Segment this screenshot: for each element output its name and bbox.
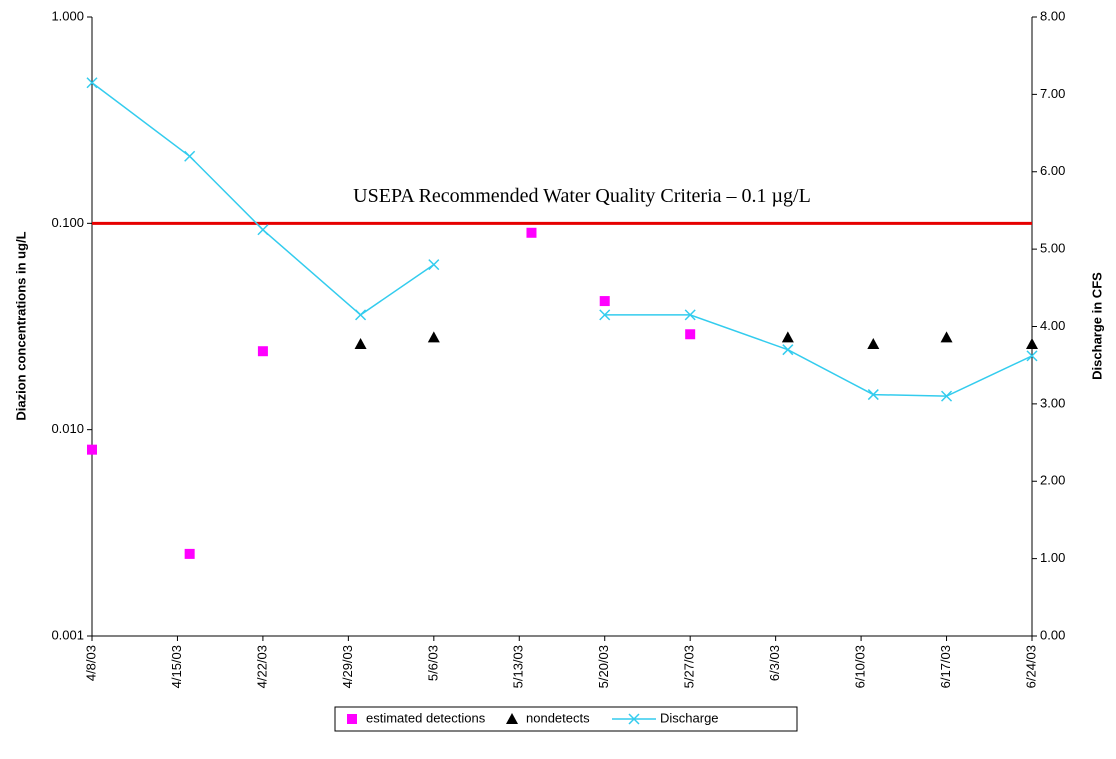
x-tick-label: 5/20/03 <box>596 645 611 688</box>
series-line <box>91 82 1033 397</box>
legend-label: estimated detections <box>366 710 486 725</box>
x-tick-label: 5/27/03 <box>682 645 697 688</box>
data-point <box>782 344 794 356</box>
data-point <box>427 331 440 343</box>
x-tick-label: 6/17/03 <box>938 645 953 688</box>
data-point <box>684 309 696 321</box>
legend-label: Discharge <box>660 710 719 725</box>
y2-tick-label: 1.00 <box>1040 550 1065 565</box>
y2-tick-label: 0.00 <box>1040 627 1065 642</box>
x-tick-label: 5/6/03 <box>425 645 440 681</box>
reference-label: USEPA Recommended Water Quality Criteria… <box>353 185 811 207</box>
x-tick-label: 6/24/03 <box>1023 645 1038 688</box>
data-point <box>355 309 367 321</box>
legend-label: nondetects <box>526 710 590 725</box>
y-tick-label: 0.100 <box>51 215 84 230</box>
legend-marker <box>347 714 357 724</box>
data-point <box>599 309 611 321</box>
data-point <box>87 444 97 455</box>
legend-marker <box>506 713 518 724</box>
legend-marker <box>628 713 640 725</box>
data-point <box>526 227 537 238</box>
data-point <box>867 389 879 401</box>
y-axis-title: Diazion concentrations in ug/L <box>13 231 28 420</box>
y2-tick-label: 7.00 <box>1040 86 1065 101</box>
data-point <box>1026 350 1038 362</box>
y2-tick-label: 4.00 <box>1040 318 1065 333</box>
y2-tick-label: 8.00 <box>1040 8 1065 23</box>
y-tick-label: 0.010 <box>51 421 84 436</box>
x-tick-label: 4/29/03 <box>340 645 355 688</box>
data-point <box>941 390 953 402</box>
y2-axis-title: Discharge in CFS <box>1089 272 1104 380</box>
x-tick-label: 6/10/03 <box>853 645 868 688</box>
data-point <box>257 224 269 236</box>
data-point <box>867 338 880 350</box>
x-tick-label: 6/3/03 <box>767 645 782 681</box>
data-point <box>599 296 610 307</box>
data-point <box>940 331 953 343</box>
data-point <box>354 338 367 350</box>
data-point <box>781 331 794 343</box>
data-point <box>428 259 440 271</box>
x-tick-label: 4/15/03 <box>169 645 184 688</box>
x-tick-label: 4/8/03 <box>83 645 98 681</box>
y2-tick-label: 5.00 <box>1040 241 1065 256</box>
data-point <box>257 346 268 357</box>
y-tick-label: 1.000 <box>51 8 84 23</box>
data-point <box>1026 338 1038 350</box>
x-tick-label: 4/22/03 <box>254 645 269 688</box>
y2-tick-label: 2.00 <box>1040 473 1065 488</box>
y2-tick-label: 3.00 <box>1040 395 1065 410</box>
legend-box <box>334 706 798 732</box>
data-point <box>685 329 696 340</box>
y-tick-label: 0.001 <box>51 627 84 642</box>
data-point <box>184 150 196 162</box>
x-tick-label: 5/13/03 <box>511 645 526 688</box>
data-point <box>184 548 195 559</box>
y2-tick-label: 6.00 <box>1040 163 1065 178</box>
data-point <box>86 77 98 89</box>
